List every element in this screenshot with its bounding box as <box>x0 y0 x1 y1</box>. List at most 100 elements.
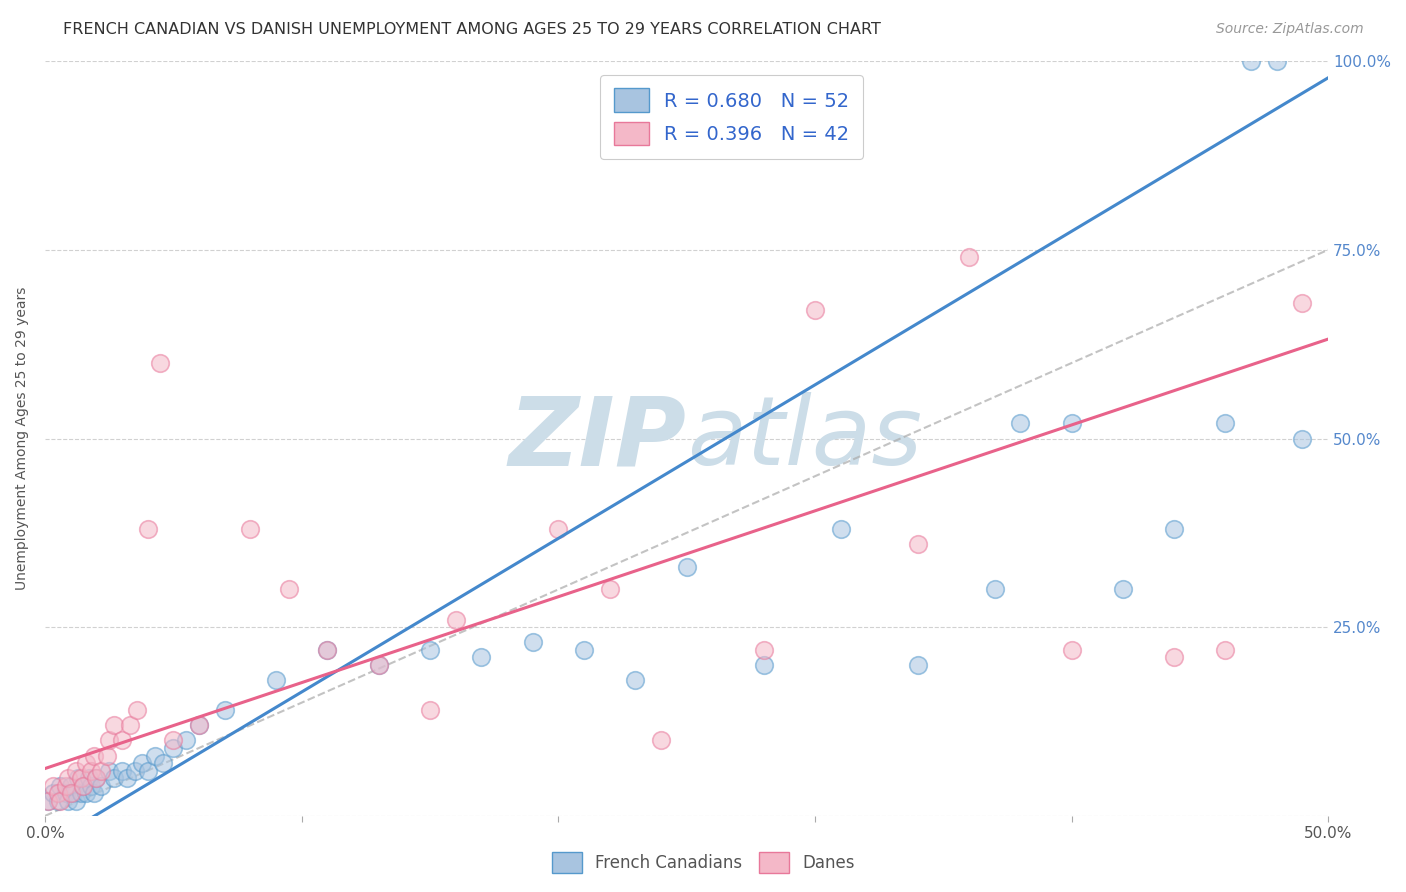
Point <box>65 794 87 808</box>
Point <box>46 786 69 800</box>
Point <box>55 779 77 793</box>
Point <box>136 764 159 778</box>
Point <box>599 582 621 597</box>
Point <box>572 643 595 657</box>
Point <box>67 771 90 785</box>
Point <box>907 657 929 672</box>
Point <box>188 718 211 732</box>
Point <box>41 779 63 793</box>
Text: ZIP: ZIP <box>509 392 686 485</box>
Point <box>239 522 262 536</box>
Point <box>84 771 107 785</box>
Point <box>143 748 166 763</box>
Point <box>65 764 87 778</box>
Point <box>1291 295 1313 310</box>
Point <box>214 703 236 717</box>
Point <box>41 786 63 800</box>
Point <box>98 764 121 778</box>
Y-axis label: Unemployment Among Ages 25 to 29 years: Unemployment Among Ages 25 to 29 years <box>15 287 30 591</box>
Point <box>127 703 149 717</box>
Point <box>37 794 59 808</box>
Point <box>522 635 544 649</box>
Point <box>752 657 775 672</box>
Point <box>131 756 153 770</box>
Point <box>367 657 389 672</box>
Point <box>72 779 94 793</box>
Point <box>316 643 339 657</box>
Point <box>59 779 82 793</box>
Point <box>103 718 125 732</box>
Point <box>70 771 93 785</box>
Point <box>957 251 980 265</box>
Point <box>1215 643 1237 657</box>
Point <box>470 650 492 665</box>
Point <box>77 771 100 785</box>
Point <box>1291 432 1313 446</box>
Point <box>752 643 775 657</box>
Point <box>983 582 1005 597</box>
Point <box>115 771 138 785</box>
Text: FRENCH CANADIAN VS DANISH UNEMPLOYMENT AMONG AGES 25 TO 29 YEARS CORRELATION CHA: FRENCH CANADIAN VS DANISH UNEMPLOYMENT A… <box>63 22 882 37</box>
Point <box>174 733 197 747</box>
Point <box>72 779 94 793</box>
Point <box>46 794 69 808</box>
Point <box>1060 643 1083 657</box>
Point <box>1163 650 1185 665</box>
Point <box>75 786 97 800</box>
Point <box>62 786 84 800</box>
Point <box>162 741 184 756</box>
Point <box>1163 522 1185 536</box>
Point <box>90 779 112 793</box>
Point <box>37 794 59 808</box>
Point <box>162 733 184 747</box>
Point <box>70 786 93 800</box>
Point <box>624 673 647 687</box>
Point <box>675 559 697 574</box>
Point <box>1112 582 1135 597</box>
Point <box>316 643 339 657</box>
Point <box>804 303 827 318</box>
Point <box>98 733 121 747</box>
Point <box>56 794 79 808</box>
Point <box>96 748 118 763</box>
Point <box>444 613 467 627</box>
Point <box>103 771 125 785</box>
Point <box>1265 54 1288 69</box>
Point <box>75 756 97 770</box>
Point <box>84 771 107 785</box>
Point <box>149 356 172 370</box>
Point <box>59 786 82 800</box>
Point <box>80 779 103 793</box>
Point <box>188 718 211 732</box>
Point <box>1240 54 1263 69</box>
Point <box>547 522 569 536</box>
Legend: R = 0.680   N = 52, R = 0.396   N = 42: R = 0.680 N = 52, R = 0.396 N = 42 <box>600 75 863 159</box>
Point <box>80 764 103 778</box>
Point <box>152 756 174 770</box>
Point <box>367 657 389 672</box>
Point <box>136 522 159 536</box>
Point <box>830 522 852 536</box>
Point <box>111 733 134 747</box>
Point <box>1010 417 1032 431</box>
Point <box>49 779 72 793</box>
Point <box>264 673 287 687</box>
Point <box>90 764 112 778</box>
Point <box>83 786 105 800</box>
Point <box>277 582 299 597</box>
Point <box>83 748 105 763</box>
Point <box>55 786 77 800</box>
Text: Source: ZipAtlas.com: Source: ZipAtlas.com <box>1216 22 1364 37</box>
Point <box>124 764 146 778</box>
Point <box>111 764 134 778</box>
Point <box>1215 417 1237 431</box>
Point <box>118 718 141 732</box>
Point <box>1060 417 1083 431</box>
Point <box>49 794 72 808</box>
Point <box>419 643 441 657</box>
Point <box>907 537 929 551</box>
Point <box>419 703 441 717</box>
Point <box>650 733 672 747</box>
Text: atlas: atlas <box>686 392 921 485</box>
Point <box>56 771 79 785</box>
